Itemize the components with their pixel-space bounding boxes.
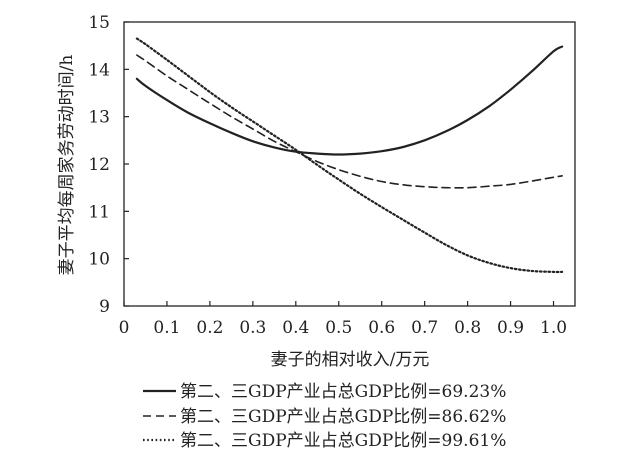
series-line-3 [135, 37, 564, 274]
x-tick-label: 0.6 [368, 318, 395, 338]
series-line-1 [135, 45, 564, 156]
legend-label-1: 第二、三GDP产业占总GDP比例=69.23% [180, 382, 506, 402]
x-tick-label: 0.5 [325, 318, 352, 338]
x-tick-label: 0.2 [196, 318, 223, 338]
y-tick-label: 11 [88, 202, 110, 222]
legend-label-3: 第二、三GDP产业占总GDP比例=99.61% [180, 431, 506, 451]
x-tick-label: 0.4 [282, 318, 309, 338]
y-tick-label: 13 [88, 108, 110, 128]
x-axis-title: 妻子的相对收入/万元 [271, 350, 430, 370]
x-tick-label: 0.3 [239, 318, 266, 338]
x-tick-label: 0 [119, 318, 130, 338]
x-tick-label: 0.7 [411, 318, 438, 338]
legend-label-2: 第二、三GDP产业占总GDP比例=86.62% [180, 407, 506, 427]
chart-labels: 妻子的相对收入/万元 妻子平均每周家务劳动时间/h [57, 55, 429, 370]
y-tick-label: 14 [88, 60, 110, 80]
series-line-2 [136, 54, 563, 189]
x-tick-label: 1.0 [540, 318, 567, 338]
x-tick-label: 0.9 [497, 318, 524, 338]
y-tick-label: 15 [88, 13, 110, 33]
y-axis-title: 妻子平均每周家务劳动时间/h [57, 55, 77, 276]
chart-legend: 第二、三GDP产业占总GDP比例=69.23% 第二、三GDP产业占总GDP比例=… [143, 382, 506, 451]
y-tick-label: 12 [88, 155, 110, 175]
x-tick-label: 0.1 [153, 318, 180, 338]
x-tick-label: 0.8 [454, 318, 481, 338]
chart-axes: 0 0.1 0.2 0.3 0.4 0.5 0.6 0.7 0.8 0.9 1.0 9 10 11 12 13… [88, 13, 576, 338]
y-tick-label: 10 [88, 250, 110, 270]
chart-series [135, 37, 564, 274]
plot-frame [123, 21, 576, 307]
y-tick-label: 9 [99, 297, 110, 317]
